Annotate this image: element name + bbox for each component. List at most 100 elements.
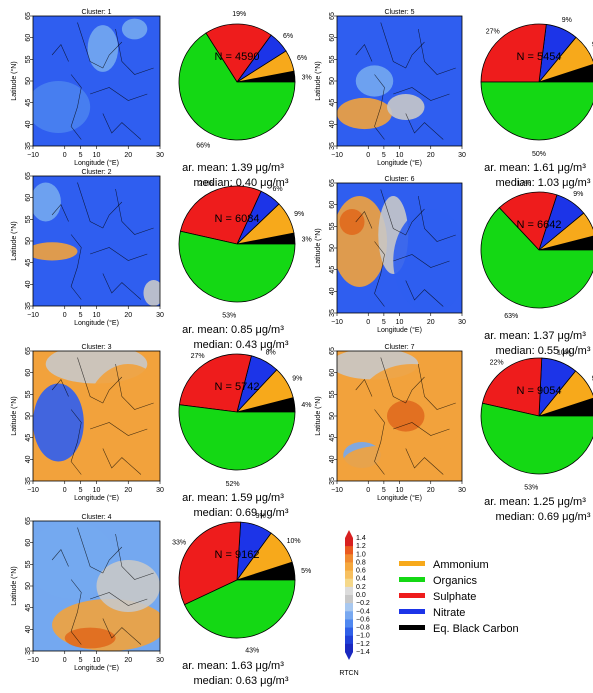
- pie-slice-eq-black-carbon: [538, 397, 593, 417]
- y-tick-label: 45: [25, 434, 32, 442]
- pie-n-label: N = 4590: [215, 51, 260, 63]
- coastline: [51, 204, 69, 222]
- pie-percent-label: 66%: [196, 142, 210, 149]
- pie-percent-label: 27%: [486, 28, 500, 35]
- coastline: [70, 234, 82, 300]
- x-tick-label: 10: [93, 152, 101, 159]
- y-tick-label: 55: [25, 390, 32, 398]
- legend-label: Nitrate: [433, 607, 465, 619]
- coastline: [374, 74, 385, 140]
- coastline: [102, 618, 142, 645]
- field-region: [33, 242, 78, 261]
- y-tick-label: 55: [25, 560, 32, 568]
- x-tick-label: 10: [93, 487, 101, 494]
- coastline: [51, 549, 69, 567]
- x-tick-label: 5: [382, 152, 386, 159]
- colorbar-tick-label: −0.2: [356, 600, 370, 607]
- coastline: [374, 409, 385, 475]
- rtcn-field: [337, 16, 462, 146]
- field-region: [387, 400, 425, 432]
- y-tick-label: 40: [329, 455, 336, 463]
- colorbar-tick-label: 0.8: [356, 559, 366, 566]
- y-tick-label: 55: [329, 390, 336, 398]
- x-tick-label: 10: [93, 657, 101, 664]
- legend-label: Sulphate: [433, 591, 476, 603]
- pie-percent-label: 9%: [562, 17, 572, 24]
- median-label: median: 0.63 μg/m³: [194, 675, 289, 687]
- x-axis-label: Longitude (°E): [377, 159, 422, 167]
- pie-percent-label: 63%: [504, 313, 518, 320]
- pie-percent-label: 9%: [256, 513, 266, 520]
- y-tick-label: 45: [329, 266, 336, 274]
- x-axis-label: Longitude (°E): [74, 664, 119, 672]
- cluster-panel-1: Cluster: 1 −10 0 5 10 20 30 35 40 45 50 55 60 65 Longi…: [10, 9, 312, 189]
- pie-percent-label: 5%: [301, 568, 311, 575]
- y-tick-label: 50: [329, 77, 336, 85]
- colorbar-segment: [345, 570, 353, 580]
- x-tick-label: −10: [331, 319, 343, 326]
- pie-slice-sulphate: [178, 521, 242, 606]
- coastline: [77, 182, 123, 229]
- pie-slice-organics: [480, 207, 593, 309]
- y-tick-label: 50: [25, 237, 32, 245]
- x-tick-label: 20: [427, 487, 435, 494]
- pie-percent-label: 6%: [283, 33, 293, 40]
- field-region: [143, 280, 160, 306]
- pie-slice-sulphate: [480, 23, 547, 83]
- field-region: [33, 383, 84, 462]
- x-tick-label: 0: [366, 319, 370, 326]
- y-tick-label: 35: [329, 142, 336, 150]
- y-tick-label: 45: [25, 99, 32, 107]
- x-tick-label: 30: [156, 312, 164, 319]
- pie-percent-label: 3%: [302, 236, 312, 243]
- x-tick-label: 20: [124, 657, 132, 664]
- colorbar-tick-label: 0.6: [356, 568, 366, 575]
- x-tick-label: 30: [458, 487, 466, 494]
- coastline: [115, 363, 154, 410]
- cluster-panel-7: Cluster: 7 −10 0 5 10 20 30 35 40 45 50 55 60 65 Longi…: [314, 344, 593, 523]
- y-tick-label: 55: [329, 55, 336, 63]
- field-region: [337, 97, 392, 130]
- pie-n-label: N = 6084: [215, 213, 260, 225]
- colorbar-tick-label: 0.2: [356, 584, 366, 591]
- colorbar-tick-label: −1.0: [356, 633, 370, 640]
- y-tick-label: 65: [25, 347, 32, 355]
- x-tick-label: 20: [427, 319, 435, 326]
- x-axis-label: Longitude (°E): [377, 494, 422, 502]
- x-axis-label: Longitude (°E): [74, 319, 119, 327]
- legend-label: Ammonium: [433, 559, 489, 571]
- legend-swatch: [399, 577, 425, 582]
- colorbar-tick-label: 0.0: [356, 592, 366, 599]
- colorbar-segment: [345, 578, 353, 588]
- y-tick-label: 65: [329, 12, 336, 20]
- x-tick-label: 30: [458, 319, 466, 326]
- pie-percent-label: 3%: [302, 74, 312, 81]
- pie-slice-organics: [183, 579, 296, 639]
- coastline: [90, 247, 148, 261]
- y-tick-label: 60: [25, 34, 32, 42]
- median-label: median: 0.40 μg/m³: [194, 177, 289, 189]
- rtcn-field: [33, 521, 160, 651]
- y-tick-label: 65: [25, 517, 32, 525]
- colorbar-tick-label: 1.4: [356, 535, 366, 542]
- coastline: [417, 195, 456, 242]
- coastline: [355, 211, 373, 229]
- coastline: [393, 422, 450, 436]
- legend-label: Eq. Black Carbon: [433, 623, 519, 635]
- pie-percent-label: 53%: [222, 313, 236, 320]
- colorbar-segment: [345, 546, 353, 555]
- y-tick-label: 65: [25, 172, 32, 180]
- y-tick-label: 50: [329, 244, 336, 252]
- y-tick-label: 50: [25, 412, 32, 420]
- colorbar: 1.41.21.00.8 0.60.40.20.0−0.2−0.4−0.6 −0.8…: [339, 530, 370, 677]
- coastline: [51, 44, 69, 62]
- y-tick-label: 60: [329, 369, 336, 377]
- coastline: [77, 357, 123, 404]
- legend-swatch: [399, 625, 425, 630]
- x-tick-label: 5: [79, 152, 83, 159]
- pie-n-label: N = 9162: [215, 549, 260, 561]
- coastline: [90, 87, 148, 101]
- map-title: Cluster: 7: [385, 344, 415, 351]
- pie-percent-label: 33%: [172, 540, 186, 547]
- pie-slice-eq-black-carbon: [538, 64, 593, 83]
